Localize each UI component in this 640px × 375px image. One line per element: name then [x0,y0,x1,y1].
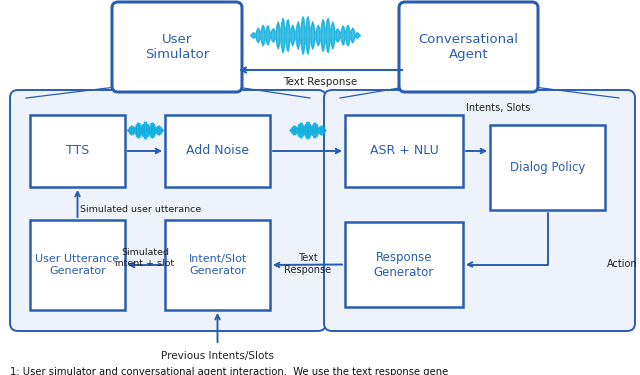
Text: Add Noise: Add Noise [186,144,249,158]
Text: Text Response: Text Response [284,77,358,87]
Text: ASR + NLU: ASR + NLU [370,144,438,158]
Text: Response
Generator: Response Generator [374,251,434,279]
Text: Simulated
intent + slot: Simulated intent + slot [115,248,175,268]
FancyBboxPatch shape [112,2,242,92]
Bar [345,222,463,307]
Text: User
Simulator: User Simulator [145,33,209,61]
Bar [30,220,125,310]
FancyBboxPatch shape [399,2,538,92]
Text: Intent/Slot
Generator: Intent/Slot Generator [188,254,246,276]
Text: Intents, Slots: Intents, Slots [466,103,531,113]
Text: Simulated user utterance: Simulated user utterance [79,206,201,214]
Text: TTS: TTS [66,144,89,158]
Text: Previous Intents/Slots: Previous Intents/Slots [161,351,274,361]
FancyBboxPatch shape [10,90,326,331]
Bar [490,125,605,210]
Text: Action: Action [607,259,637,269]
Bar [30,115,125,187]
Bar [165,220,270,310]
Text: Conversational
Agent: Conversational Agent [419,33,518,61]
Bar [165,115,270,187]
Text: Text
Response: Text Response [284,253,331,275]
Text: 1: User simulator and conversational agent interaction.  We use the text respons: 1: User simulator and conversational age… [10,367,448,375]
FancyBboxPatch shape [324,90,635,331]
Text: Dialog Policy: Dialog Policy [510,161,585,174]
Text: User Utterance
Generator: User Utterance Generator [35,254,120,276]
Bar [345,115,463,187]
